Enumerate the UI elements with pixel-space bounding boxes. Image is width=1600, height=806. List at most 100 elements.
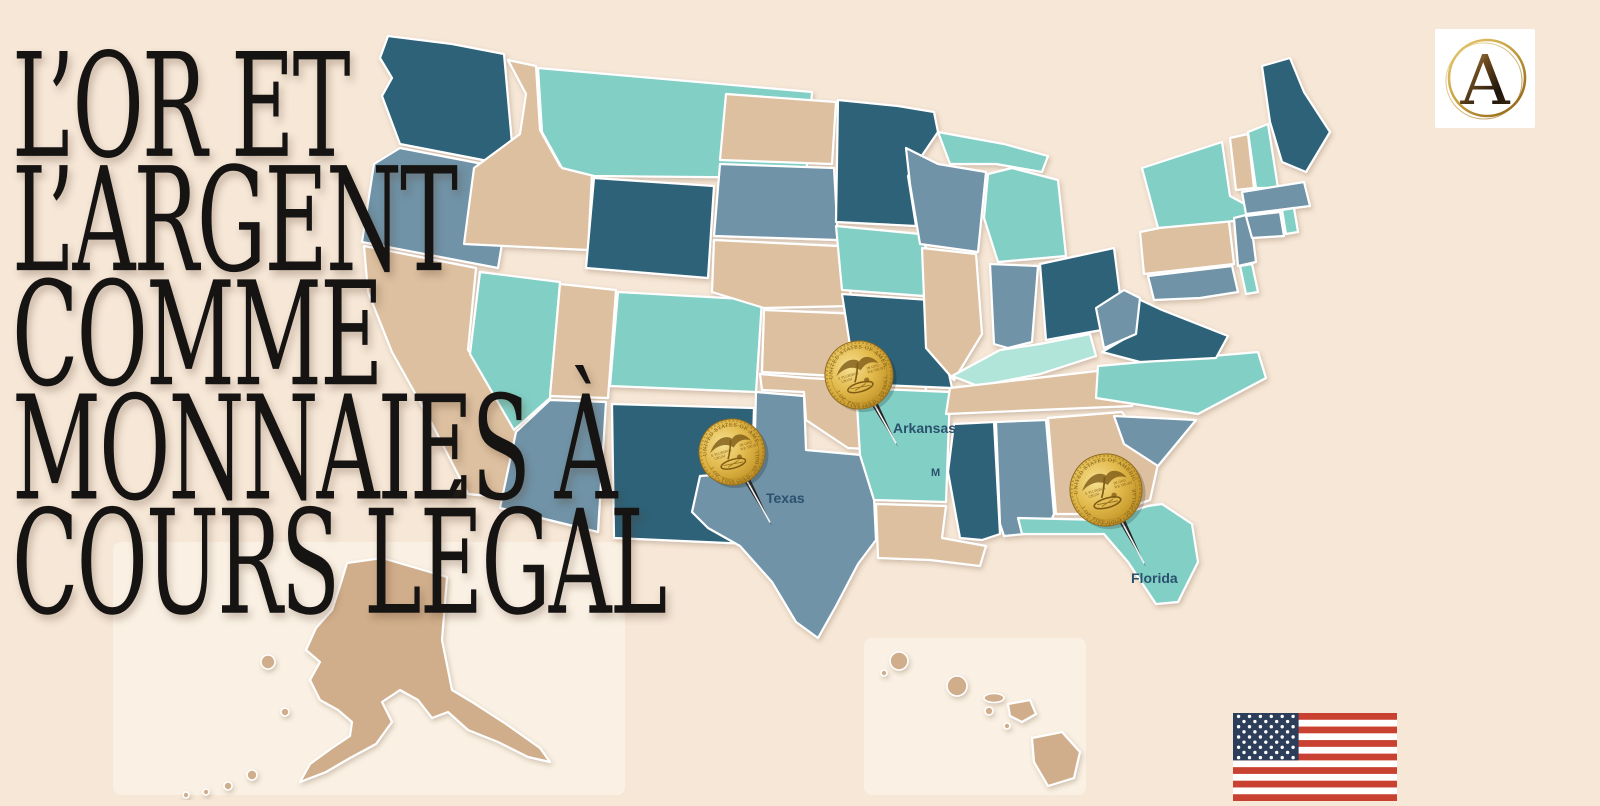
flag-star-icon <box>1264 750 1268 755</box>
flag-star-icon <box>1291 735 1295 739</box>
flag-stripe <box>1233 726 1397 734</box>
flag-star-icon <box>1247 714 1252 719</box>
inset-boxes <box>113 542 1086 795</box>
state-texas <box>690 390 878 640</box>
flag-stripe <box>1233 787 1397 795</box>
coin-field-text: UNUM <box>1088 492 1101 499</box>
logo-letter: A <box>1459 42 1510 121</box>
flag-star-icon <box>1269 714 1273 719</box>
flag-star-icon <box>1275 719 1279 724</box>
flag-stripe <box>1233 713 1397 721</box>
state-illinois <box>920 246 984 382</box>
state-hawaii <box>880 669 888 677</box>
state-north-carolina <box>1094 350 1268 416</box>
label-fragment: M <box>931 467 940 479</box>
flag-star-icon <box>1258 755 1263 760</box>
flag-star-icon <box>1258 725 1263 729</box>
state-south-dakota <box>712 162 840 242</box>
state-alaska <box>223 781 233 791</box>
coin-field-text: WE TRUST <box>867 365 886 374</box>
state-south-carolina <box>1112 414 1198 468</box>
flag-star-icon <box>1236 725 1241 729</box>
flag-star-icon <box>1275 750 1279 755</box>
state-label-texas: Texas <box>766 490 805 506</box>
flag-stripe <box>1233 753 1397 761</box>
flag-star-icon <box>1285 719 1290 724</box>
state-michigan-upper-peninsula <box>936 130 1050 174</box>
logo-ring-icon <box>1447 38 1527 118</box>
state-alaska <box>182 791 190 799</box>
flag-star-icon <box>1242 750 1246 755</box>
state-utah <box>548 282 618 400</box>
state-indiana <box>988 262 1040 350</box>
state-hawaii <box>946 675 968 697</box>
logo-ring-offset-icon <box>1445 42 1523 120</box>
flag-star-icon <box>1258 735 1263 739</box>
flag-star-icon <box>1275 730 1279 734</box>
brand-logo: A <box>1435 29 1535 128</box>
flag-star-icon <box>1242 740 1246 744</box>
flag-star-icon <box>1285 730 1290 734</box>
state-west-virginia <box>1094 288 1142 350</box>
flag-star-icon <box>1253 719 1257 724</box>
flag-star-icon <box>1269 745 1273 749</box>
state-nevada <box>468 270 562 432</box>
coin-field-text: E PLURIBUS <box>1085 486 1106 496</box>
state-hawaii <box>1006 698 1038 724</box>
state-wyoming <box>584 176 716 280</box>
flag-stripe <box>1233 773 1397 782</box>
flag-star-icon <box>1280 725 1284 729</box>
state-colorado <box>608 290 764 394</box>
coin-field-text: IN GOD <box>1113 478 1127 485</box>
flag-stripe <box>1233 780 1397 788</box>
states-layer <box>182 34 1332 799</box>
state-hawaii <box>889 651 909 671</box>
state-label-florida: Florida <box>1131 570 1178 586</box>
state-florida <box>1016 502 1200 606</box>
state-tennessee <box>944 364 1142 416</box>
state-hawaii <box>1003 722 1011 730</box>
coin-field-text: WE TRUST <box>1114 480 1133 489</box>
flag-stripe <box>1233 794 1397 802</box>
flag-star-icon <box>1269 735 1273 739</box>
coin-field-text: E PLURIBUS <box>838 371 859 381</box>
flag-star-icon <box>1247 745 1252 749</box>
flag-star-icon <box>1291 725 1295 729</box>
state-vermont <box>1228 132 1256 192</box>
us-flag-graphic <box>1233 713 1397 802</box>
state-massachusetts <box>1240 180 1312 216</box>
coin-field-text: UNUM <box>714 454 727 461</box>
flag-star-icon <box>1280 755 1284 760</box>
state-alaska <box>260 654 276 670</box>
hawaii-inset <box>864 638 1086 795</box>
flag-stripe <box>1233 733 1397 741</box>
state-alaska <box>280 707 290 717</box>
flag-star-icon <box>1291 755 1295 760</box>
flag-star-icon <box>1258 745 1263 749</box>
flag-star-icon <box>1264 730 1268 734</box>
flag-star-icon <box>1242 730 1246 734</box>
flag-star-icon <box>1264 719 1268 724</box>
coin-field-text: IN GOD <box>739 440 753 447</box>
flag-stripe <box>1233 740 1397 748</box>
state-north-dakota <box>718 92 838 166</box>
flag-star-icon <box>1253 750 1257 755</box>
coin-field-text: WE TRUST <box>740 442 759 451</box>
flag-star-icon <box>1280 735 1284 739</box>
state-minnesota <box>834 98 940 228</box>
flag-star-icon <box>1242 719 1246 724</box>
state-louisiana <box>874 502 988 568</box>
brand-logo-graphic: A <box>1445 38 1527 121</box>
state-maine <box>1260 56 1332 174</box>
us-flag-icon <box>1233 713 1397 806</box>
flag-star-icon <box>1236 755 1241 760</box>
flag-star-icon <box>1264 740 1268 744</box>
eagle-icon <box>1082 470 1127 510</box>
coin-field-text: E PLURIBUS <box>711 448 732 458</box>
state-nebraska <box>710 238 854 310</box>
flag-star-icon <box>1236 735 1241 739</box>
